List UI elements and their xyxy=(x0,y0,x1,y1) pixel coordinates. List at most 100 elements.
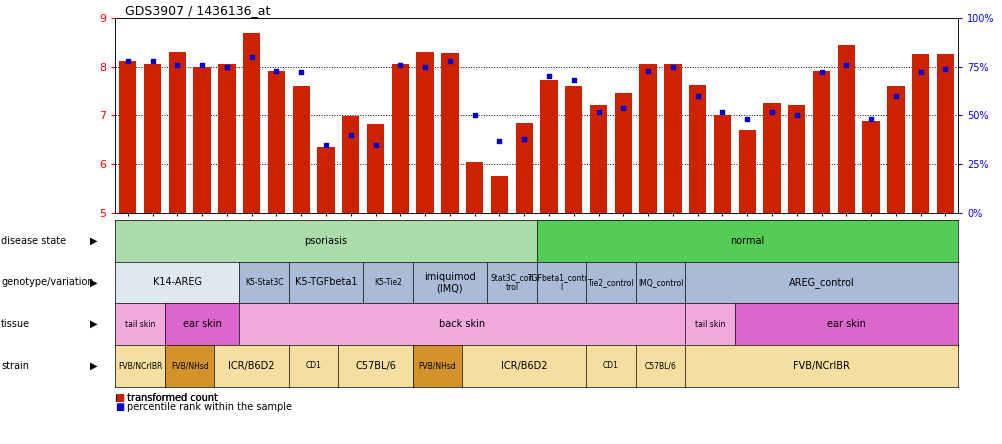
Bar xyxy=(639,64,656,213)
Point xyxy=(614,104,630,111)
Bar xyxy=(218,64,235,213)
Point xyxy=(937,65,953,72)
Text: ■: ■ xyxy=(115,393,124,404)
Text: ■ transformed count: ■ transformed count xyxy=(115,393,218,404)
Text: FVB/NHsd: FVB/NHsd xyxy=(418,361,456,370)
Text: transformed count: transformed count xyxy=(127,393,217,404)
Bar xyxy=(119,61,136,213)
Bar xyxy=(737,130,756,213)
Point xyxy=(738,116,755,123)
Text: tail skin: tail skin xyxy=(694,320,724,329)
Bar xyxy=(589,105,606,213)
Bar xyxy=(837,45,854,213)
Text: strain: strain xyxy=(1,361,29,371)
Bar xyxy=(936,55,953,213)
Point xyxy=(144,57,160,64)
Bar xyxy=(763,103,780,213)
Text: ▶: ▶ xyxy=(89,361,97,371)
Text: ICR/B6D2: ICR/B6D2 xyxy=(500,361,547,371)
Bar xyxy=(564,86,582,213)
Bar xyxy=(268,71,285,213)
Bar xyxy=(663,64,681,213)
Text: imiquimod
(IMQ): imiquimod (IMQ) xyxy=(424,272,475,293)
Text: ▶: ▶ xyxy=(89,278,97,287)
Point xyxy=(169,61,185,68)
Point xyxy=(193,61,209,68)
Point xyxy=(343,131,359,139)
Point xyxy=(442,57,458,64)
Point xyxy=(713,108,729,115)
Bar xyxy=(342,116,359,213)
Bar xyxy=(416,52,433,213)
Point xyxy=(243,53,260,60)
Text: disease state: disease state xyxy=(1,236,66,246)
Text: IMQ_control: IMQ_control xyxy=(637,278,682,287)
Text: ICR/B6D2: ICR/B6D2 xyxy=(228,361,275,371)
Text: ear skin: ear skin xyxy=(826,319,865,329)
Text: percentile rank within the sample: percentile rank within the sample xyxy=(127,402,293,412)
Bar xyxy=(862,121,879,213)
Bar xyxy=(887,86,904,213)
Point xyxy=(565,77,581,84)
Point xyxy=(491,137,507,144)
Text: FVB/NCrIBR: FVB/NCrIBR xyxy=(118,361,162,370)
Bar xyxy=(168,52,185,213)
Point xyxy=(293,69,309,76)
Point xyxy=(466,112,482,119)
Point xyxy=(119,57,135,64)
Bar xyxy=(391,64,409,213)
Bar xyxy=(614,94,631,213)
Text: genotype/variation: genotype/variation xyxy=(1,278,93,287)
Point xyxy=(912,69,928,76)
Bar xyxy=(515,123,532,213)
Text: K5-TGFbeta1: K5-TGFbeta1 xyxy=(295,278,357,287)
Point xyxy=(689,92,705,99)
Text: tail skin: tail skin xyxy=(125,320,155,329)
Text: K5-Stat3C: K5-Stat3C xyxy=(244,278,283,287)
Bar xyxy=(466,162,483,213)
Point xyxy=(887,92,903,99)
Text: psoriasis: psoriasis xyxy=(305,236,347,246)
Text: FVB/NCrIBR: FVB/NCrIBR xyxy=(793,361,849,371)
Text: Tie2_control: Tie2_control xyxy=(587,278,633,287)
Point xyxy=(863,116,879,123)
Point xyxy=(367,141,383,148)
Bar xyxy=(242,33,261,213)
Text: GDS3907 / 1436136_at: GDS3907 / 1436136_at xyxy=(125,4,271,17)
Bar xyxy=(812,71,830,213)
Text: C57BL/6: C57BL/6 xyxy=(355,361,396,371)
Text: FVB/NHsd: FVB/NHsd xyxy=(170,361,208,370)
Bar xyxy=(293,86,310,213)
Text: K14-AREG: K14-AREG xyxy=(152,278,201,287)
Point xyxy=(813,69,829,76)
Point xyxy=(516,135,532,143)
Bar xyxy=(688,85,705,213)
Point xyxy=(590,108,606,115)
Point xyxy=(788,112,804,119)
Point xyxy=(269,67,285,74)
Text: ▶: ▶ xyxy=(89,319,97,329)
Text: ear skin: ear skin xyxy=(182,319,221,329)
Point xyxy=(639,67,655,74)
Point xyxy=(838,61,854,68)
Bar xyxy=(788,105,805,213)
Point xyxy=(218,63,234,70)
Bar xyxy=(317,147,335,213)
Point xyxy=(764,108,780,115)
Point xyxy=(664,63,680,70)
Bar xyxy=(143,64,161,213)
Text: Stat3C_con
trol: Stat3C_con trol xyxy=(490,273,533,292)
Point xyxy=(392,61,408,68)
Text: TGFbeta1_control
l: TGFbeta1_control l xyxy=(527,273,594,292)
Bar xyxy=(441,53,458,213)
Bar xyxy=(540,80,557,213)
Text: CD1: CD1 xyxy=(602,361,618,370)
Text: normal: normal xyxy=(729,236,764,246)
Point xyxy=(417,63,433,70)
Bar xyxy=(367,124,384,213)
Text: ▶: ▶ xyxy=(89,236,97,246)
Text: tissue: tissue xyxy=(1,319,30,329)
Point xyxy=(318,141,334,148)
Bar xyxy=(490,177,508,213)
Bar xyxy=(911,55,929,213)
